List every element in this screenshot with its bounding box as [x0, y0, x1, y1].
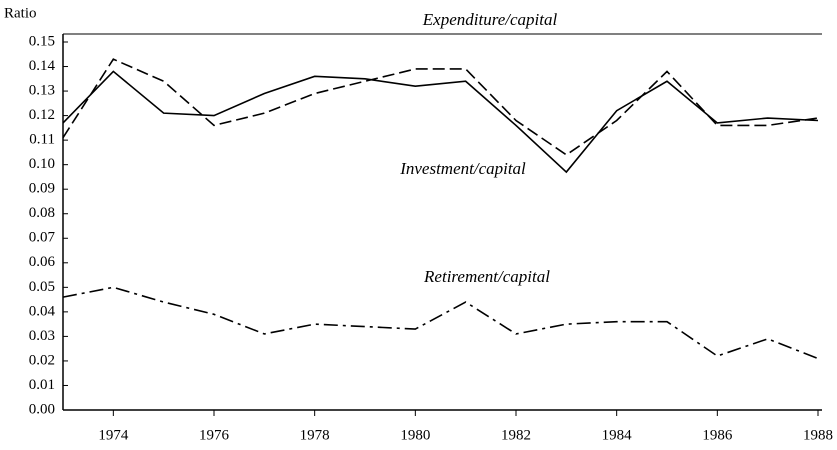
- y-tick-label: 0.14: [29, 58, 56, 74]
- y-axis-label: Ratio: [4, 5, 37, 21]
- x-tick-label: 1974: [98, 427, 129, 443]
- series-label: Investment/capital: [399, 159, 526, 178]
- y-tick-label: 0.09: [29, 181, 55, 197]
- x-tick-label: 1982: [501, 427, 531, 443]
- x-tick-label: 1986: [702, 427, 733, 443]
- y-tick-label: 0.06: [29, 254, 56, 270]
- x-tick-label: 1980: [400, 427, 430, 443]
- x-tick-label: 1988: [803, 427, 833, 443]
- y-tick-label: 0.04: [29, 303, 56, 319]
- x-tick-label: 1978: [300, 427, 330, 443]
- y-tick-label: 0.08: [29, 205, 55, 221]
- y-tick-label: 0.13: [29, 83, 55, 99]
- series-line: [62, 58, 819, 156]
- y-tick-label: 0.01: [29, 377, 55, 393]
- y-tick-label: 0.11: [29, 132, 55, 148]
- x-tick-label: 1976: [199, 427, 230, 443]
- y-tick-label: 0.02: [29, 352, 55, 368]
- y-tick-label: 0.05: [29, 279, 55, 295]
- y-tick-label: 0.07: [29, 230, 56, 246]
- series-line: [62, 286, 819, 360]
- y-tick-label: 0.00: [29, 401, 55, 417]
- y-tick-label: 0.12: [29, 107, 55, 123]
- series-label: Retirement/capital: [423, 267, 550, 286]
- y-tick-label: 0.10: [29, 156, 55, 172]
- x-tick-label: 1984: [602, 427, 633, 443]
- series-line: [62, 70, 819, 174]
- series-label: Expenditure/capital: [422, 10, 558, 29]
- y-tick-label: 0.03: [29, 328, 55, 344]
- y-tick-label: 0.15: [29, 33, 55, 49]
